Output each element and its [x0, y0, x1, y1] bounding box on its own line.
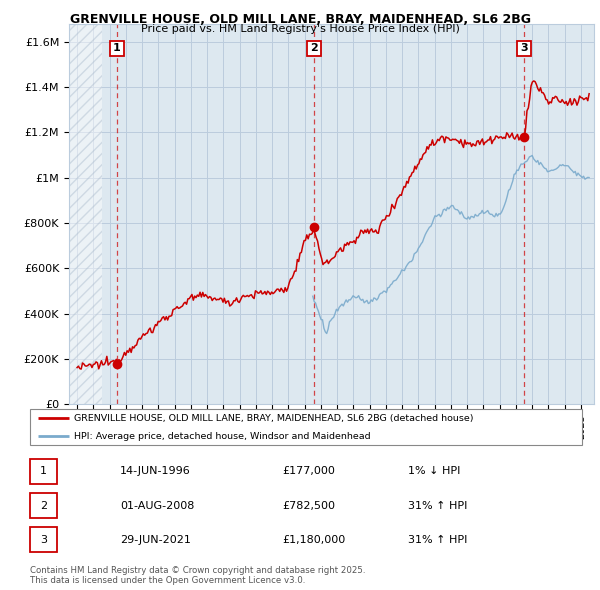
Text: £177,000: £177,000	[282, 467, 335, 476]
Text: Contains HM Land Registry data © Crown copyright and database right 2025.
This d: Contains HM Land Registry data © Crown c…	[30, 566, 365, 585]
Text: 14-JUN-1996: 14-JUN-1996	[120, 467, 191, 476]
Text: 01-AUG-2008: 01-AUG-2008	[120, 501, 194, 510]
Text: 3: 3	[520, 43, 528, 53]
Text: 1: 1	[40, 467, 47, 476]
Text: 31% ↑ HPI: 31% ↑ HPI	[408, 535, 467, 545]
Text: 2: 2	[40, 501, 47, 510]
Text: £782,500: £782,500	[282, 501, 335, 510]
Bar	[69, 24, 101, 404]
Text: GRENVILLE HOUSE, OLD MILL LANE, BRAY, MAIDENHEAD, SL6 2BG: GRENVILLE HOUSE, OLD MILL LANE, BRAY, MA…	[70, 13, 530, 26]
Text: HPI: Average price, detached house, Windsor and Maidenhead: HPI: Average price, detached house, Wind…	[74, 432, 371, 441]
Text: 29-JUN-2021: 29-JUN-2021	[120, 535, 191, 545]
Text: Price paid vs. HM Land Registry's House Price Index (HPI): Price paid vs. HM Land Registry's House …	[140, 24, 460, 34]
Text: 1: 1	[113, 43, 121, 53]
Text: £1,180,000: £1,180,000	[282, 535, 345, 545]
Text: 1% ↓ HPI: 1% ↓ HPI	[408, 467, 460, 476]
Text: GRENVILLE HOUSE, OLD MILL LANE, BRAY, MAIDENHEAD, SL6 2BG (detached house): GRENVILLE HOUSE, OLD MILL LANE, BRAY, MA…	[74, 414, 473, 422]
Text: 3: 3	[40, 535, 47, 545]
Text: 2: 2	[310, 43, 318, 53]
Text: 31% ↑ HPI: 31% ↑ HPI	[408, 501, 467, 510]
